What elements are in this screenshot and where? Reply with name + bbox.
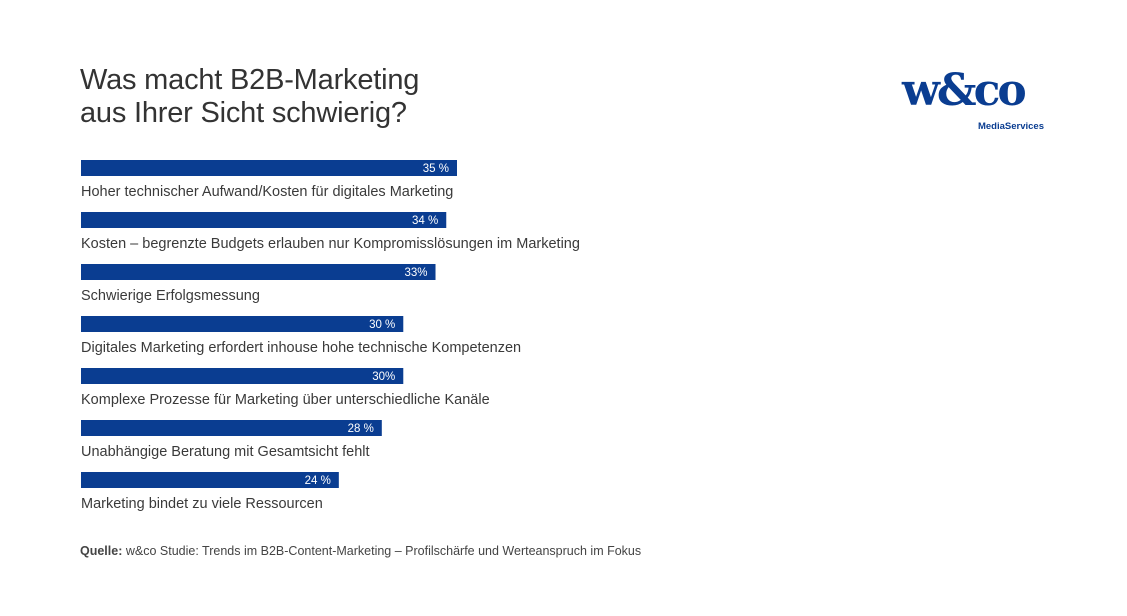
chart-title-line-2: aus Ihrer Sicht schwierig? (80, 97, 407, 129)
bar-value-label-4: 30 % (369, 319, 395, 331)
logo-subtitle: MediaServices (977, 121, 1044, 132)
bar-7 (81, 472, 339, 488)
category-label-4: Digitales Marketing erfordert inhouse ho… (81, 340, 521, 356)
chart-title-line-1: Was macht B2B-Marketing (80, 64, 420, 96)
source-note: Quelle: w&co Studie: Trends im B2B-Conte… (80, 544, 641, 558)
category-label-7: Marketing bindet zu viele Ressourcen (81, 496, 323, 512)
bar-value-label-3: 33% (404, 267, 427, 279)
bar-5 (81, 368, 404, 384)
bar-3 (81, 264, 436, 280)
bar-2 (81, 212, 447, 228)
category-label-2: Kosten – begrenzte Budgets erlauben nur … (81, 236, 580, 252)
bar-value-label-7: 24 % (305, 475, 331, 487)
logo-wordmark: w&co (902, 65, 1027, 116)
category-label-3: Schwierige Erfolgsmessung (81, 288, 260, 304)
category-label-5: Komplexe Prozesse für Marketing über unt… (81, 392, 490, 408)
category-label-6: Unabhängige Beratung mit Gesamtsicht feh… (81, 444, 370, 460)
brand-logo: w&co MediaServices (902, 66, 1052, 136)
chart-title: Was macht B2B-Marketing aus Ihrer Sicht … (80, 64, 419, 130)
bar-value-label-6: 28 % (348, 423, 374, 435)
source-label: Quelle: (80, 544, 123, 558)
category-label-1: Hoher technischer Aufwand/Kosten für dig… (81, 184, 453, 200)
source-text: w&co Studie: Trends im B2B-Content-Marke… (125, 544, 642, 558)
bar-4 (81, 316, 404, 332)
bar-6 (81, 420, 382, 436)
bar-value-label-1: 35 % (423, 163, 449, 175)
bar-value-label-5: 30% (372, 371, 395, 383)
bar-1 (81, 160, 457, 176)
bar-value-label-2: 34 % (412, 215, 438, 227)
